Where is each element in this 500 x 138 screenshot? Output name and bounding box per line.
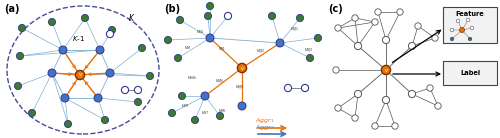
Circle shape (284, 84, 292, 92)
Circle shape (102, 116, 108, 124)
Text: $W_{J1}$: $W_{J1}$ (290, 26, 298, 34)
Text: Feature: Feature (456, 11, 484, 17)
Circle shape (375, 9, 381, 15)
Text: v: v (78, 72, 82, 78)
Circle shape (61, 94, 69, 102)
Circle shape (276, 39, 284, 47)
Circle shape (450, 28, 454, 32)
Text: $W_{J6}$: $W_{J6}$ (236, 83, 244, 92)
Text: $W_{J2}$: $W_{J2}$ (256, 48, 264, 56)
Circle shape (382, 36, 390, 44)
Text: $W_{J3}$: $W_{J3}$ (304, 47, 312, 55)
Text: $W_{9}$: $W_{9}$ (181, 102, 189, 110)
Text: (b): (b) (164, 4, 180, 14)
Circle shape (408, 90, 416, 98)
Text: $K$: $K$ (128, 12, 136, 23)
Circle shape (466, 18, 470, 22)
Circle shape (168, 109, 175, 117)
Circle shape (122, 86, 128, 94)
Circle shape (435, 103, 441, 109)
Circle shape (238, 102, 246, 110)
Text: (a): (a) (4, 4, 20, 14)
Circle shape (146, 72, 154, 80)
Circle shape (18, 24, 26, 32)
Circle shape (224, 12, 232, 20)
Circle shape (372, 19, 378, 25)
Circle shape (178, 92, 186, 100)
Circle shape (302, 84, 308, 92)
Text: $K$-$1$: $K$-$1$ (72, 34, 85, 43)
Circle shape (397, 9, 403, 15)
Circle shape (28, 109, 35, 117)
Circle shape (460, 27, 464, 33)
Circle shape (174, 54, 182, 62)
Text: $W_{4h}$: $W_{4h}$ (187, 74, 197, 82)
Circle shape (238, 63, 246, 73)
Circle shape (94, 94, 102, 102)
Circle shape (106, 30, 114, 38)
Circle shape (335, 25, 341, 31)
Circle shape (216, 112, 224, 120)
Circle shape (106, 69, 114, 77)
Circle shape (450, 37, 454, 41)
Text: $W_{8}$: $W_{8}$ (218, 107, 226, 115)
Circle shape (14, 82, 21, 90)
Text: $W_{J}$: $W_{J}$ (218, 46, 226, 55)
Circle shape (296, 14, 304, 22)
Circle shape (354, 42, 362, 50)
Circle shape (48, 69, 56, 77)
Circle shape (456, 19, 460, 23)
Circle shape (134, 86, 141, 94)
Text: v: v (240, 66, 244, 71)
Circle shape (392, 123, 398, 129)
Circle shape (408, 42, 416, 50)
Circle shape (108, 26, 116, 34)
Circle shape (470, 26, 474, 30)
Circle shape (192, 116, 198, 124)
Circle shape (96, 46, 104, 54)
Circle shape (64, 120, 71, 128)
Circle shape (201, 92, 209, 100)
Circle shape (16, 52, 24, 60)
Text: $W_{4}$: $W_{4}$ (196, 28, 204, 36)
FancyBboxPatch shape (443, 7, 497, 43)
Circle shape (164, 36, 172, 44)
Circle shape (432, 35, 438, 41)
Circle shape (176, 16, 184, 24)
Circle shape (138, 44, 145, 52)
Text: v: v (384, 67, 388, 72)
Circle shape (352, 115, 358, 121)
Circle shape (415, 23, 421, 29)
Text: $W_{I}$: $W_{I}$ (184, 44, 192, 52)
Text: $W_{7}$: $W_{7}$ (201, 109, 209, 117)
Circle shape (468, 37, 472, 41)
Circle shape (59, 46, 67, 54)
Circle shape (372, 123, 378, 129)
Circle shape (352, 15, 358, 21)
Circle shape (268, 12, 276, 20)
Text: $W_{J6}$: $W_{J6}$ (216, 78, 224, 86)
Text: (c): (c) (328, 4, 343, 14)
Circle shape (206, 2, 214, 10)
Text: $Aggr_1$: $Aggr_1$ (255, 116, 274, 125)
Circle shape (382, 96, 390, 104)
Circle shape (427, 85, 433, 91)
Circle shape (76, 70, 84, 80)
FancyBboxPatch shape (443, 61, 497, 85)
Circle shape (206, 34, 214, 42)
Circle shape (333, 67, 339, 73)
Circle shape (354, 90, 362, 98)
Text: $Aggr_2$: $Aggr_2$ (255, 124, 274, 132)
Circle shape (82, 14, 88, 22)
Circle shape (314, 34, 322, 42)
Circle shape (48, 18, 56, 26)
Circle shape (382, 65, 390, 75)
Circle shape (335, 105, 341, 111)
Circle shape (306, 54, 314, 62)
Circle shape (134, 98, 141, 106)
Text: Label: Label (460, 70, 480, 76)
Circle shape (204, 12, 212, 20)
